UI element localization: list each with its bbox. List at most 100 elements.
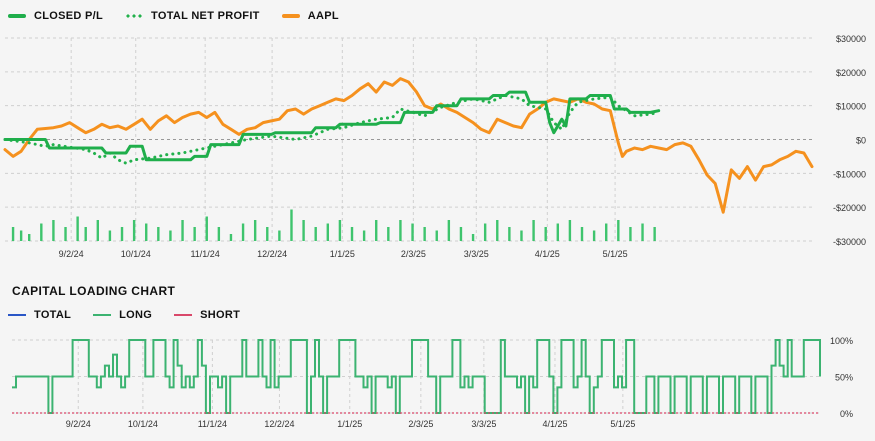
main-chart-legend: CLOSED P/L TOTAL NET PROFIT AAPL — [8, 10, 361, 22]
volume-bar — [605, 223, 608, 241]
volume-bar — [217, 227, 221, 241]
y-tick-label: 0% — [840, 409, 853, 419]
x-tick-label: 9/2/24 — [66, 419, 91, 429]
volume-bar — [423, 227, 426, 241]
volume-bar — [362, 230, 366, 241]
x-tick-label: 2/3/25 — [401, 249, 426, 259]
volume-bar — [387, 227, 390, 241]
volume-bar — [278, 230, 281, 241]
legend-closed-pl[interactable]: CLOSED P/L — [8, 10, 103, 22]
y-tick-label: -$30000 — [833, 237, 866, 247]
volume-bar — [96, 220, 100, 241]
legend-closed-pl-label: CLOSED P/L — [34, 10, 104, 22]
x-tick-label: 11/1/24 — [198, 419, 227, 429]
y-tick-label: -$20000 — [833, 203, 866, 213]
volume-bar — [508, 227, 511, 241]
y-tick-label: $20000 — [836, 68, 866, 78]
x-tick-label: 4/1/25 — [535, 249, 560, 259]
closed-p-l-line — [3, 90, 661, 162]
closed-pl-swatch — [8, 14, 26, 18]
long-line — [12, 339, 821, 414]
x-tick-label: 12/2/24 — [257, 249, 287, 259]
volume-bar — [181, 220, 184, 241]
volume-bar — [447, 220, 451, 241]
volume-bar — [532, 220, 535, 241]
volume-bar — [120, 227, 124, 241]
volume-bar — [193, 227, 196, 241]
x-tick-label: 3/3/25 — [471, 419, 496, 429]
aapl-swatch — [281, 14, 300, 18]
volume-bar — [145, 223, 148, 241]
volume-bar — [314, 227, 317, 241]
volume-bar — [641, 223, 644, 241]
volume-bar — [459, 227, 463, 241]
capital-loading-title: CAPITAL LOADING CHART — [12, 284, 176, 298]
volume-bar — [520, 230, 523, 241]
legend-total[interactable]: TOTAL — [8, 309, 71, 321]
volume-bar — [205, 216, 208, 241]
short-swatch — [174, 314, 193, 316]
aapl-line — [3, 77, 814, 214]
volume-bar — [326, 223, 329, 241]
volume-bar — [253, 220, 257, 241]
volume-bar — [580, 227, 584, 241]
volume-bar — [76, 216, 79, 241]
volume-bar — [399, 220, 402, 241]
volume-bar — [84, 227, 87, 241]
volume-bar — [108, 230, 112, 241]
volume-bar — [496, 220, 499, 241]
legend-total-label: TOTAL — [34, 309, 72, 321]
y-tick-label: 100% — [830, 336, 853, 346]
y-tick-label: -$10000 — [833, 169, 866, 179]
volume-bar — [157, 227, 160, 241]
volume-bar — [653, 227, 656, 241]
volume-bar — [19, 230, 23, 241]
long-swatch — [93, 314, 112, 316]
x-tick-label: 9/2/24 — [59, 249, 84, 259]
volume-bar — [64, 227, 67, 241]
x-tick-label: 4/1/25 — [542, 419, 567, 429]
volume-bar — [52, 220, 55, 241]
volume-bar — [169, 230, 172, 241]
x-tick-label: 2/3/25 — [408, 419, 433, 429]
volume-bar — [290, 209, 293, 241]
volume-bar — [544, 227, 547, 241]
volume-bar — [375, 220, 378, 241]
volume-bar — [350, 227, 354, 241]
legend-short[interactable]: SHORT — [174, 309, 240, 321]
volume-bar — [629, 227, 632, 241]
volume-bar — [592, 230, 596, 241]
total-swatch — [8, 314, 26, 316]
total-net-profit-swatch — [125, 14, 144, 18]
x-tick-label: 5/1/25 — [603, 249, 628, 259]
legend-long[interactable]: LONG — [93, 309, 152, 321]
y-tick-label: $30000 — [836, 34, 866, 44]
volume-bar — [241, 223, 245, 241]
capital-chart-legend: TOTAL LONG SHORT — [8, 309, 262, 321]
legend-total-net-profit-label: TOTAL NET PROFIT — [151, 10, 260, 22]
x-tick-label: 11/1/24 — [190, 249, 219, 259]
main-chart-plot: $30000 $20000 $10000 $0 -$10000 -$20000 -$3000… — [3, 34, 866, 259]
x-tick-label: 3/3/25 — [464, 249, 489, 259]
volume-bar — [40, 223, 43, 241]
legend-long-label: LONG — [119, 309, 153, 321]
legend-aapl[interactable]: AAPL — [281, 10, 339, 22]
x-tick-label: 10/1/24 — [121, 249, 151, 259]
volume-bar — [266, 227, 269, 241]
x-tick-label: 5/1/25 — [610, 419, 635, 429]
x-tick-label: 12/2/24 — [264, 419, 294, 429]
legend-short-label: SHORT — [200, 309, 241, 321]
volume-bar — [471, 234, 475, 241]
x-tick-label: 1/1/25 — [337, 419, 362, 429]
volume-bar — [132, 220, 136, 241]
volume-bar — [411, 223, 414, 241]
volume-bar — [435, 230, 438, 241]
capital-chart-plot: 100% 50% 0% 9/2/24 10/1/24 11/1/24 12/2/24 1/1/… — [12, 336, 853, 429]
volume-bar — [11, 227, 15, 241]
volume-bar — [568, 220, 572, 241]
volume-bar — [28, 234, 31, 241]
y-tick-label: $0 — [856, 136, 866, 146]
legend-total-net-profit[interactable]: TOTAL NET PROFIT — [125, 10, 260, 22]
